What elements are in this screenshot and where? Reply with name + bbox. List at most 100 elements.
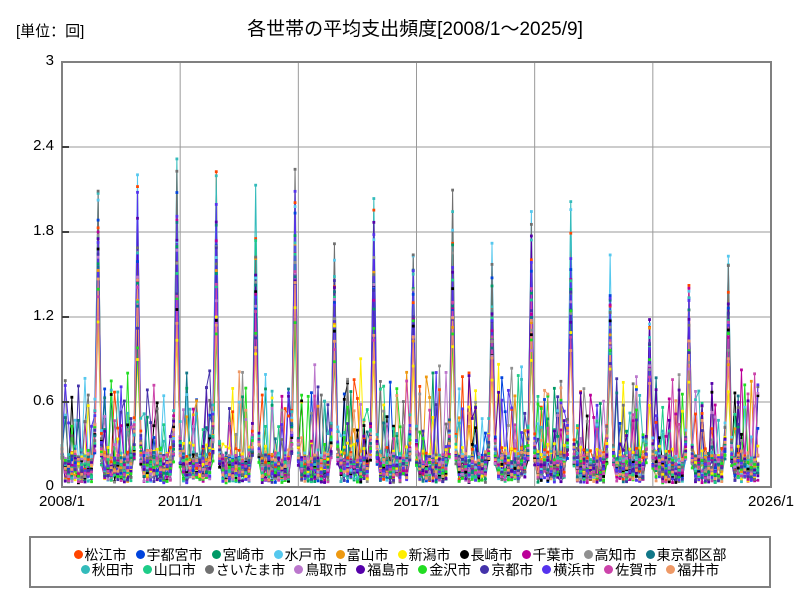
series-point xyxy=(431,416,435,419)
series-point xyxy=(185,471,189,475)
legend-item-長崎市[interactable]: 長崎市 xyxy=(459,548,513,562)
series-point xyxy=(342,397,346,401)
series-point xyxy=(113,390,116,394)
series-point xyxy=(77,457,80,461)
series-point xyxy=(273,451,277,455)
series-point xyxy=(618,470,622,473)
series-point xyxy=(523,470,527,474)
series-point xyxy=(431,473,435,476)
legend-item-宇都宮市[interactable]: 宇都宮市 xyxy=(135,548,203,562)
legend-item-高知市[interactable]: 高知市 xyxy=(583,548,637,562)
series-point xyxy=(109,456,113,460)
legend-item-新潟市[interactable]: 新潟市 xyxy=(397,548,451,562)
series-point xyxy=(280,438,284,441)
series-point xyxy=(736,466,740,470)
series-point xyxy=(129,425,133,429)
legend-item-福島市[interactable]: 福島市 xyxy=(356,563,409,577)
series-point xyxy=(756,453,760,457)
legend-item-山口市[interactable]: 山口市 xyxy=(142,563,196,577)
series-point xyxy=(664,456,668,460)
series-point xyxy=(451,188,455,192)
legend-item-水戸市[interactable]: 水戸市 xyxy=(273,548,327,562)
legend-item-佐賀市[interactable]: 佐賀市 xyxy=(604,563,657,577)
series-point xyxy=(680,463,684,467)
series-point xyxy=(93,425,97,429)
legend-item-金沢市[interactable]: 金沢市 xyxy=(418,563,471,577)
legend-item-松江市[interactable]: 松江市 xyxy=(73,548,127,562)
series-point xyxy=(208,463,212,467)
series-point xyxy=(273,456,277,460)
series-point xyxy=(290,436,294,439)
series-point xyxy=(694,474,697,478)
series-point xyxy=(559,480,563,484)
legend-item-さいたま市[interactable]: さいたま市 xyxy=(204,563,285,577)
series-point xyxy=(529,321,533,324)
series-point xyxy=(680,477,684,481)
series-point xyxy=(710,459,714,463)
series-point xyxy=(201,428,205,431)
legend-item-京都市[interactable]: 京都市 xyxy=(480,563,533,577)
series-point xyxy=(641,456,645,459)
series-point xyxy=(356,468,359,472)
series-point xyxy=(270,467,274,471)
series-point xyxy=(109,393,113,396)
series-point xyxy=(529,359,533,362)
series-point xyxy=(296,463,300,467)
series-point xyxy=(552,429,556,433)
legend-item-東京都区部[interactable]: 東京都区部 xyxy=(645,548,727,562)
series-point xyxy=(70,474,74,477)
series-point xyxy=(165,461,169,464)
legend-item-宮崎市[interactable]: 宮崎市 xyxy=(211,548,265,562)
series-point xyxy=(467,374,471,378)
series-point xyxy=(356,478,359,482)
legend-item-横浜市[interactable]: 横浜市 xyxy=(542,563,595,577)
series-point xyxy=(608,311,612,314)
series-point xyxy=(103,474,107,478)
series-point xyxy=(178,465,182,469)
series-point xyxy=(205,474,208,477)
series-point xyxy=(333,360,336,364)
series-point xyxy=(273,458,277,462)
series-point xyxy=(211,450,215,453)
series-point xyxy=(155,478,159,482)
legend-item-富山市[interactable]: 富山市 xyxy=(335,548,389,562)
series-point xyxy=(191,469,195,473)
series-point xyxy=(303,474,307,478)
series-point xyxy=(434,403,438,406)
series-point xyxy=(667,468,671,472)
series-point xyxy=(661,480,665,483)
series-point xyxy=(602,457,605,460)
series-point xyxy=(493,458,497,462)
series-point xyxy=(93,397,97,401)
series-point xyxy=(119,458,123,462)
series-point xyxy=(451,270,455,274)
series-point xyxy=(287,461,290,465)
series-point xyxy=(595,462,599,466)
legend-item-鳥取市[interactable]: 鳥取市 xyxy=(294,563,347,577)
series-point xyxy=(658,475,661,479)
series-point xyxy=(638,479,642,483)
legend-item-千葉市[interactable]: 千葉市 xyxy=(521,548,575,562)
series-point xyxy=(333,301,336,305)
series-point xyxy=(457,479,461,483)
series-point xyxy=(487,417,491,420)
series-point xyxy=(707,466,711,470)
series-point xyxy=(96,189,100,193)
series-point xyxy=(136,246,139,250)
series-point xyxy=(270,454,274,458)
series-point xyxy=(749,435,753,439)
series-point xyxy=(362,456,366,460)
series-point xyxy=(293,205,297,208)
series-point xyxy=(122,473,126,476)
series-point xyxy=(664,464,668,468)
series-point xyxy=(461,458,464,461)
series-point xyxy=(142,412,146,416)
series-point xyxy=(582,448,586,452)
series-point xyxy=(415,463,418,467)
series-point xyxy=(405,379,409,383)
series-point xyxy=(434,475,438,478)
legend-item-福井市[interactable]: 福井市 xyxy=(666,563,719,577)
series-point xyxy=(221,466,225,470)
series-point xyxy=(103,396,107,400)
legend-item-秋田市[interactable]: 秋田市 xyxy=(80,563,134,577)
